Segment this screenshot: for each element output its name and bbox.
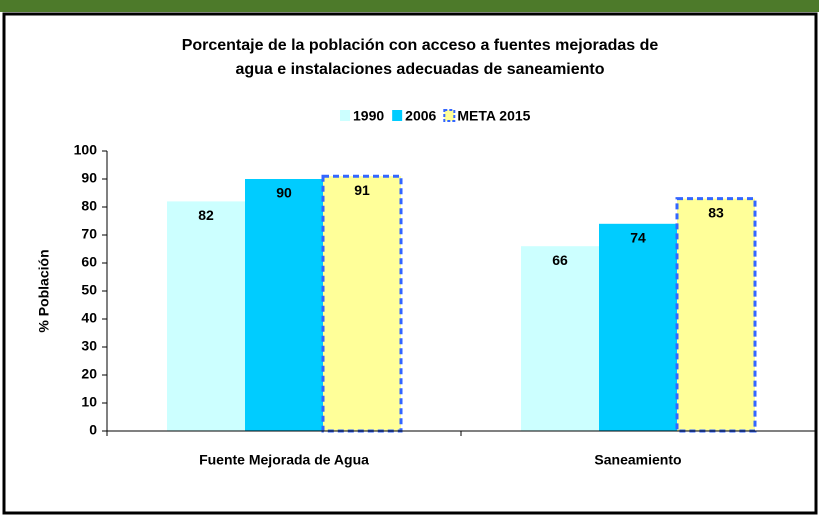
y-tick-label: 90: [81, 170, 97, 186]
data-label: 83: [708, 204, 724, 220]
bar: [675, 197, 757, 433]
y-tick-label: 40: [81, 310, 97, 326]
legend-swatch: [340, 110, 350, 121]
data-label: 91: [354, 182, 370, 198]
y-tick-label: 10: [81, 394, 97, 410]
top-strip: [0, 0, 819, 12]
y-tick-label: 30: [81, 338, 97, 354]
y-tick-label: 20: [81, 366, 97, 382]
x-tick-label: Saneamiento: [594, 452, 681, 468]
data-label: 74: [630, 230, 646, 246]
bar: [521, 246, 599, 431]
y-tick-label: 70: [81, 226, 97, 242]
bar: [321, 174, 403, 433]
chart-title: Porcentaje de la población con acceso a …: [182, 37, 659, 54]
x-tick-label: Fuente Mejorada de Agua: [199, 452, 369, 468]
legend-label: 1990: [353, 108, 384, 124]
legend-label: 2006: [405, 108, 436, 124]
bar: [167, 201, 245, 431]
y-tick-label: 80: [81, 198, 97, 214]
data-label: 82: [198, 207, 214, 223]
y-tick-label: 100: [74, 142, 98, 158]
bar: [245, 179, 323, 431]
data-label: 66: [552, 252, 568, 268]
legend-label: META 2015: [457, 108, 530, 124]
bar: [599, 223, 677, 431]
data-label: 90: [276, 185, 292, 201]
y-axis-label: % Población: [36, 249, 52, 332]
y-tick-label: 60: [81, 254, 97, 270]
legend-swatch: [392, 110, 403, 121]
y-tick-label: 50: [81, 282, 97, 298]
y-tick-label: 0: [89, 422, 97, 438]
chart-title: agua e instalaciones adecuadas de saneam…: [235, 61, 604, 78]
legend-swatch: [443, 109, 456, 122]
